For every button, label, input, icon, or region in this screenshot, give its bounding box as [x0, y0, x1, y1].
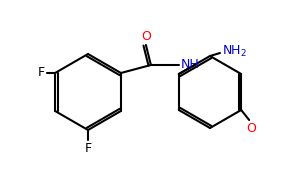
Text: NH$_2$: NH$_2$ — [222, 43, 247, 59]
Text: NH: NH — [181, 57, 200, 70]
Text: F: F — [84, 142, 92, 155]
Text: F: F — [38, 67, 45, 80]
Text: O: O — [246, 122, 256, 135]
Text: O: O — [141, 30, 151, 43]
